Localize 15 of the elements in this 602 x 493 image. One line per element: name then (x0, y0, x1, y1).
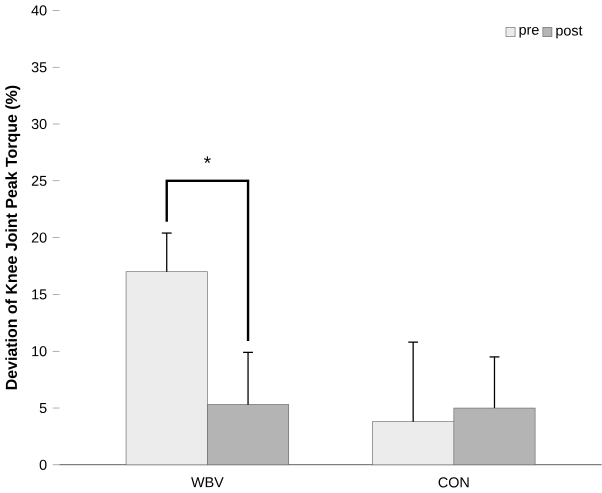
y-axis-title: Deviation of Knee Joint Peak Torque (%) (5, 86, 20, 390)
y-tick-label: 5 (40, 403, 46, 414)
legend-label: pre (520, 27, 539, 38)
y-tick-label: 30 (32, 119, 47, 130)
x-tick-label: CON (438, 477, 469, 488)
y-tick-label: 15 (32, 290, 46, 300)
x-tick-label: WBV (191, 477, 224, 488)
y-tick-label: 35 (32, 62, 46, 72)
annotation: * (204, 156, 211, 164)
y-tick-label: 0 (40, 460, 47, 470)
legend-label: post (556, 26, 582, 39)
y-tick-label: 40 (31, 5, 47, 16)
y-tick-label: 10 (32, 346, 47, 356)
y-tick-label: 25 (32, 176, 46, 186)
y-tick-label: 20 (32, 232, 47, 243)
